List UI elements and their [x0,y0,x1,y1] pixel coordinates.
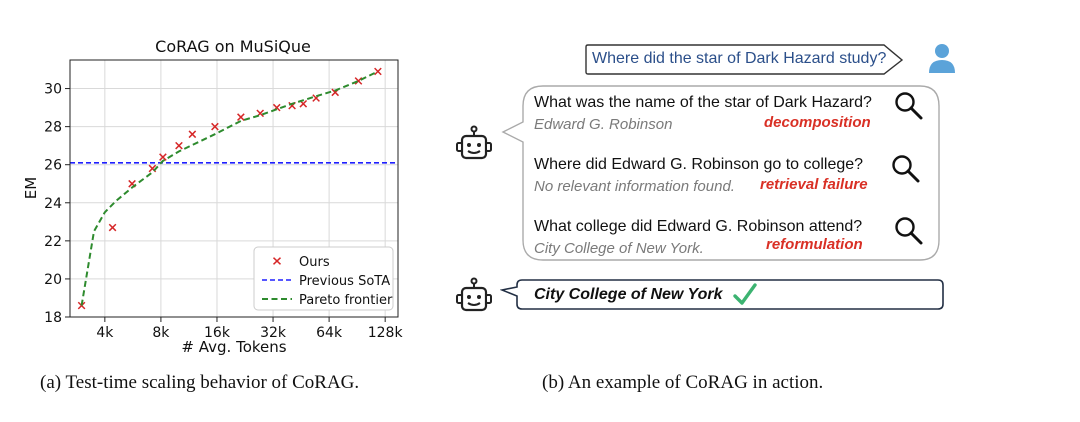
chart-title: CoRAG on MuSiQue [155,37,311,56]
magnifier-icon [895,217,923,245]
checkmark-icon [733,283,757,305]
chart-grid [70,60,398,318]
data-point-ours [159,153,167,161]
x-axis-ticks: 4k 8k 16k 32k 64k 128k [96,317,403,341]
point-stroke [159,153,167,161]
step-answer: Edward G. Robinson [534,116,673,133]
y-tick-label: 30 [44,82,62,98]
example-panel: Where did the star of Dark Hazard study?… [440,0,1080,422]
y-tick-label: 28 [44,120,62,136]
point-stroke [175,141,183,150]
point-stroke [272,257,282,265]
question-text: Where did the star of Dark Hazard study? [592,50,887,67]
x-tick-label: 32k [260,325,287,341]
step-query: What college did Edward G. Robinson atte… [534,218,863,235]
point-stroke [148,164,157,173]
step-tag: decomposition [764,114,871,131]
x-tick-label: 64k [316,325,343,341]
chart-panel: CoRAG on MuSiQue 4k 8k 16k 32k 64k 128k 18 20 2… [0,0,430,422]
step-tag: retrieval failure [760,176,868,193]
point-stroke [237,113,245,121]
caption-left: (a) Test-time scaling behavior of CoRAG. [40,372,360,393]
step-query: What was the name of the star of Dark Ha… [534,94,872,111]
step-answer: No relevant information found. [534,178,735,195]
step-answer: City College of New York. [534,240,704,257]
data-point-ours [211,122,219,131]
data-point-ours [237,113,245,121]
final-answer-text: City College of New York [534,286,723,303]
user-icon [929,44,955,73]
chain-bubble [501,85,940,261]
pareto-frontier-line [80,70,379,306]
point-stroke [211,122,219,131]
legend-label: Pareto frontier [299,293,393,308]
caption-right: (b) An example of CoRAG in action. [542,372,824,393]
final-answer-bubble [500,279,944,310]
data-point-ours [108,223,117,232]
x-tick-label: 8k [152,325,170,341]
step-tag: reformulation [766,236,863,253]
y-axis-label: EM [22,177,40,199]
x-tick-label: 16k [204,325,231,341]
x-tick-label: 4k [96,325,114,341]
legend-swatch [272,257,282,265]
data-point-ours [175,141,183,150]
point-stroke [188,130,197,139]
robot-icon [456,125,492,160]
x-axis-label: # Avg. Tokens [181,338,286,356]
question-bubble [585,44,904,75]
x-tick-label: 128k [368,325,404,341]
chart-legend: Ours Previous SoTA Pareto frontier [253,246,394,311]
y-tick-label: 26 [44,158,62,174]
chart-series [70,67,398,310]
magnifier-icon [895,92,923,120]
data-point-ours [188,130,197,139]
step-query: Where did Edward G. Robinson go to colle… [534,156,864,173]
y-tick-label: 18 [44,310,62,326]
point-stroke [128,179,136,188]
magnifier-icon [892,155,920,183]
point-stroke [108,223,117,232]
legend-label: Ours [299,255,330,270]
plot-frame [69,59,399,318]
chart: CoRAG on MuSiQue 4k 8k 16k 32k 64k 128k 18 20 2… [22,37,403,356]
robot-icon [456,277,492,312]
legend-label: Previous SoTA [299,274,390,289]
y-axis-ticks: 18 20 22 24 26 28 30 [44,82,70,326]
y-tick-label: 22 [44,234,62,250]
legend-box [253,246,394,311]
y-tick-label: 24 [44,196,62,212]
y-tick-label: 20 [44,272,62,288]
point-stroke [299,99,308,108]
